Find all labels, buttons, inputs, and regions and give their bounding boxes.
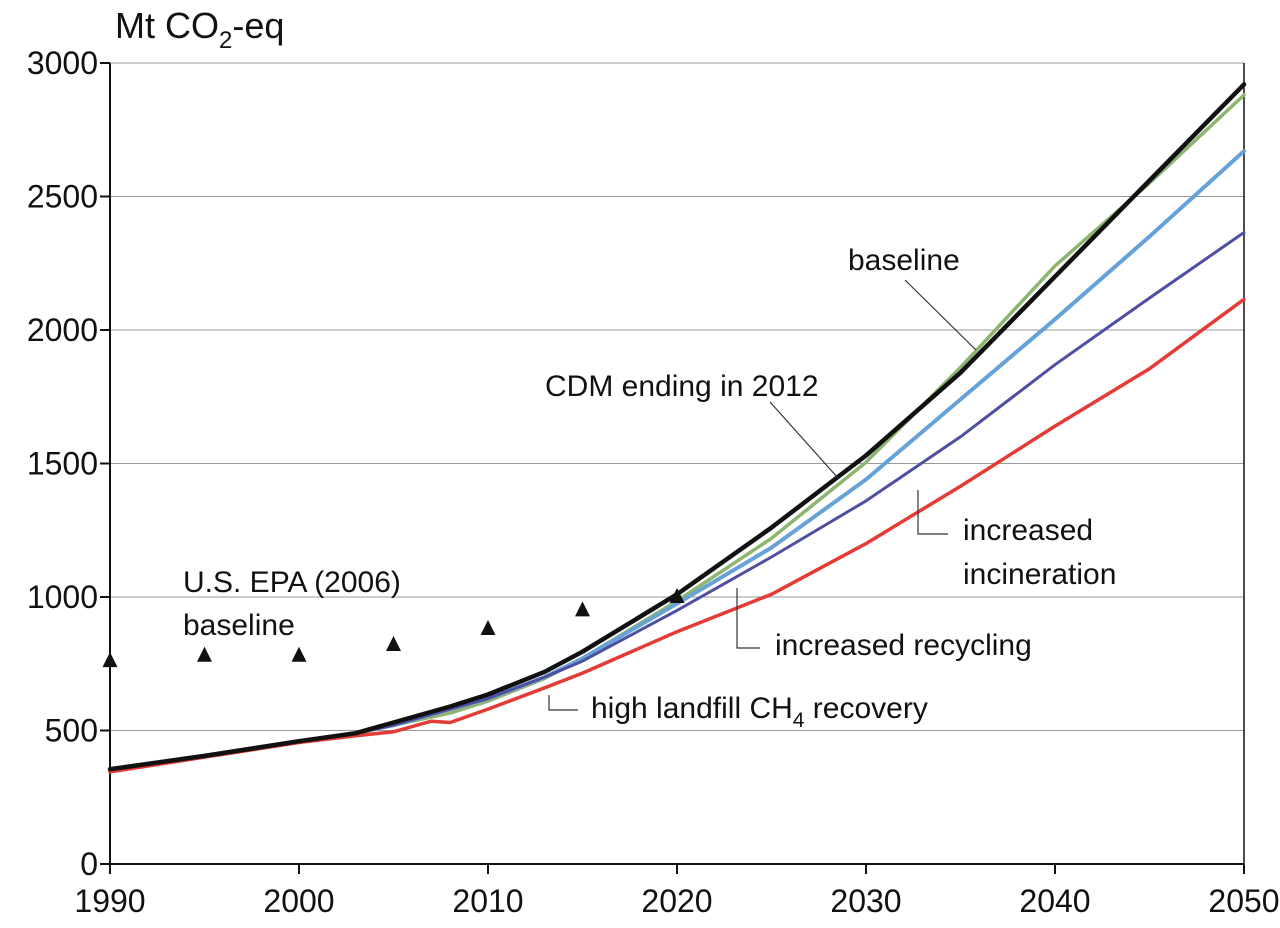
epa-marker-1995 xyxy=(197,646,212,662)
landfill-label-tail: recovery xyxy=(804,692,927,725)
y-tick-label-3000: 3000 xyxy=(27,45,98,81)
epa-marker-2000 xyxy=(291,646,307,662)
y-axis-label: Mt CO2-eq xyxy=(115,5,284,54)
epa-marker-2005 xyxy=(386,636,401,652)
y-tick-label-2000: 2000 xyxy=(27,312,98,348)
incineration-label-line2: incineration xyxy=(963,558,1116,591)
baseline-label: baseline xyxy=(848,244,960,277)
landfill-label-sub: 4 xyxy=(793,709,805,732)
x-tick-label-2050: 2050 xyxy=(1208,883,1279,919)
landfill-label: high landfill CH4 recovery xyxy=(591,692,928,732)
x-tick-label-2010: 2010 xyxy=(452,883,523,919)
recycling-label: increased recycling xyxy=(775,629,1032,662)
recycling-series-line xyxy=(108,231,1246,771)
cdm-label: CDM ending in 2012 xyxy=(545,370,819,403)
epa-marker-2010 xyxy=(480,620,496,636)
x-tick-label-2030: 2030 xyxy=(830,883,901,919)
series xyxy=(107,82,1247,774)
ticks: 0 500 1000 1500 2000 2500 3000 1990 2000 2010 2020… xyxy=(27,45,1280,919)
epa-label-line2: baseline xyxy=(183,609,295,642)
x-tick-label-1990: 1990 xyxy=(74,883,145,919)
incineration-leader xyxy=(917,490,948,535)
y-tick-label-1500: 1500 xyxy=(27,446,98,482)
gridlines xyxy=(110,62,1244,731)
recycling-leader xyxy=(736,588,760,649)
epa-marker-2020 xyxy=(669,588,685,603)
leader-lines xyxy=(548,279,977,711)
incineration-series-line xyxy=(108,149,1246,772)
y-axis-label-sub: 2 xyxy=(219,27,232,54)
baseline-leader xyxy=(904,279,977,351)
y-tick-label-500: 500 xyxy=(45,713,98,749)
x-tick-label-2000: 2000 xyxy=(263,883,334,919)
y-axis-label-main: Mt CO xyxy=(115,5,219,46)
x-tick-label-2040: 2040 xyxy=(1019,883,1090,919)
y-tick-label-0: 0 xyxy=(80,846,98,882)
landfill-leader xyxy=(548,695,578,711)
epa-marker-2015 xyxy=(575,601,590,617)
y-tick-label-1000: 1000 xyxy=(27,579,98,615)
y-axis-label-tail: -eq xyxy=(232,5,284,46)
incineration-label-line1: increased xyxy=(963,514,1093,547)
epa-label-line1: U.S. EPA (2006) xyxy=(183,566,401,599)
cdm-leader xyxy=(769,401,839,479)
epa-marker-1990 xyxy=(102,652,118,668)
baseline-series-line xyxy=(107,82,1247,772)
x-tick-label-2020: 2020 xyxy=(641,883,712,919)
landfill-label-main: high landfill CH xyxy=(591,692,793,725)
y-tick-label-2500: 2500 xyxy=(27,179,98,215)
epa-markers xyxy=(102,588,685,668)
